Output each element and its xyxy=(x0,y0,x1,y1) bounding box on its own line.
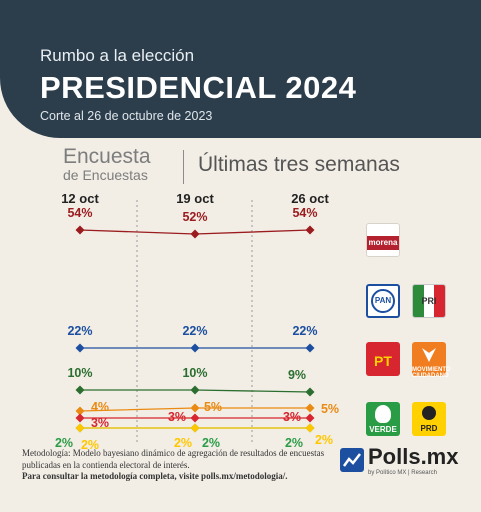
header-cutoff-date: Corte al 26 de octubre de 2023 xyxy=(40,109,213,123)
morena-logo-text: morena xyxy=(367,236,399,250)
data-label-pan_pri_prd: 22% xyxy=(292,324,317,338)
survey-name-line1: Encuesta xyxy=(63,145,151,168)
data-label-pvem: 2% xyxy=(285,436,303,450)
data-label-prd: 2% xyxy=(81,438,99,452)
x-tick-label: 19 oct xyxy=(176,191,214,206)
mc-logo-text: MOVIMIENTO CIUDADANO xyxy=(412,367,451,379)
data-label-pt: 3% xyxy=(168,410,186,424)
data-point-pt xyxy=(190,413,200,423)
brand-name: Polls.mx xyxy=(368,444,459,469)
data-point-prd xyxy=(190,423,200,433)
data-label-pan_pri_prd: 22% xyxy=(182,324,207,338)
survey-period: Últimas tres semanas xyxy=(198,153,400,176)
data-point-morena xyxy=(75,225,85,235)
data-label-pvem: 2% xyxy=(55,436,73,450)
prd-logo-text: PRD xyxy=(420,424,438,433)
data-label-mc: 4% xyxy=(91,400,109,414)
x-tick-label: 12 oct xyxy=(61,191,99,206)
morena-logo: morena xyxy=(366,223,400,257)
pri-logo-text: PRI xyxy=(421,296,437,306)
data-point-pt xyxy=(305,413,315,423)
data-label-pvem_pt_morena: 10% xyxy=(182,366,207,380)
eagle-icon xyxy=(422,348,436,362)
data-point-morena xyxy=(190,229,200,239)
methodology-link[interactable]: Para consultar la metodología completa, … xyxy=(22,471,288,481)
data-label-pan_pri_prd: 22% xyxy=(67,324,92,338)
data-label-morena: 52% xyxy=(182,210,207,224)
data-label-prd: 2% xyxy=(315,433,333,447)
data-label-mc: 5% xyxy=(204,400,222,414)
methodology-note: Metodología: Modelo bayesiano dinámico d… xyxy=(22,448,332,483)
prd-logo: PRD xyxy=(412,402,446,436)
x-tick-label: 26 oct xyxy=(291,191,329,206)
pt-logo: PT xyxy=(366,342,400,376)
header-banner: Rumbo a la elección PRESIDENCIAL 2024 Co… xyxy=(0,0,481,138)
brand-block: Polls.mx by Político MX | Research xyxy=(340,444,470,488)
data-label-pvem: 2% xyxy=(202,436,220,450)
methodology-text: Metodología: Modelo bayesiano dinámico d… xyxy=(22,448,325,470)
survey-name-line2: de Encuestas xyxy=(63,167,148,183)
data-point-pt xyxy=(75,413,85,423)
data-point-morena xyxy=(305,225,315,235)
data-point-pan_pri_prd xyxy=(190,343,200,353)
data-point-pvem_pt_morena xyxy=(305,387,315,397)
data-label-pt: 3% xyxy=(283,410,301,424)
data-point-pvem_pt_morena xyxy=(75,385,85,395)
pan-logo: PAN xyxy=(366,284,400,318)
data-label-pvem_pt_morena: 10% xyxy=(67,366,92,380)
header-title: PRESIDENCIAL 2024 xyxy=(40,70,357,105)
data-label-pvem_pt_morena: 9% xyxy=(288,368,306,382)
data-point-pan_pri_prd xyxy=(75,343,85,353)
data-label-pt: 3% xyxy=(91,416,109,430)
verde-logo: VERDE xyxy=(366,402,400,436)
chart-icon xyxy=(340,448,364,472)
data-label-prd: 2% xyxy=(174,436,192,450)
data-point-mc xyxy=(305,403,315,413)
verde-logo-text: VERDE xyxy=(369,425,397,434)
sun-icon xyxy=(422,406,436,420)
header-subtitle: Rumbo a la elección xyxy=(40,46,195,65)
data-point-prd xyxy=(305,423,315,433)
data-point-prd xyxy=(75,423,85,433)
data-point-mc xyxy=(190,403,200,413)
pri-logo: PRI xyxy=(412,284,446,318)
data-label-morena: 54% xyxy=(67,206,92,220)
pan-logo-text: PAN xyxy=(371,289,395,313)
data-label-morena: 54% xyxy=(292,206,317,220)
toucan-icon xyxy=(375,405,391,423)
data-label-mc: 5% xyxy=(321,402,339,416)
survey-divider xyxy=(183,150,184,184)
brand-byline: by Político MX | Research xyxy=(368,470,437,476)
mc-logo: MOVIMIENTO CIUDADANO xyxy=(412,342,451,379)
data-point-mc xyxy=(75,406,85,416)
data-point-pvem_pt_morena xyxy=(190,385,200,395)
data-point-pan_pri_prd xyxy=(305,343,315,353)
